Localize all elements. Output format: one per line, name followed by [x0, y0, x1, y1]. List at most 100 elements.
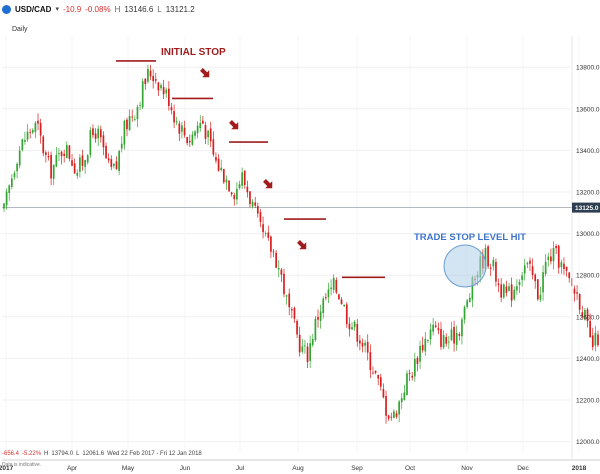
candle-body: [557, 245, 560, 268]
candle-body: [455, 332, 458, 345]
candle-body: [165, 89, 168, 94]
x-tick-label: Jul: [236, 465, 245, 472]
candle-body: [52, 164, 55, 179]
candle-body: [154, 79, 157, 81]
candle-body: [139, 105, 141, 106]
candle-body: [71, 160, 73, 166]
candle-body: [73, 163, 76, 174]
candle-body: [215, 157, 217, 161]
candle-body: [330, 287, 332, 290]
candle-body: [390, 416, 393, 418]
candle-body: [387, 415, 390, 419]
candle-body: [458, 334, 461, 336]
x-tick-label: Aug: [292, 465, 304, 472]
candle-body: [24, 140, 26, 142]
candle-body: [283, 273, 285, 295]
candle-body: [510, 284, 513, 301]
y-tick-label: 12000.0: [576, 439, 600, 446]
candle-body: [340, 299, 343, 305]
footer-change-percent: -5.22%: [22, 451, 42, 457]
grid-layer: [2, 36, 580, 452]
candle-body: [594, 332, 597, 346]
candle-body: [188, 140, 191, 143]
candle-body: [379, 377, 382, 387]
y-tick-label: 13400.0: [576, 148, 600, 155]
candle-body: [16, 163, 18, 172]
y-tick-label: 13600.0: [576, 106, 600, 113]
candle-body: [102, 135, 105, 148]
candle-body: [186, 136, 189, 144]
footer-range: Wed 22 Feb 2017 - Fri 12 Jan 2018: [107, 451, 202, 457]
candle-body: [356, 324, 359, 342]
candle-body: [353, 321, 356, 328]
arrow-icon: [297, 240, 307, 250]
candle-body: [249, 191, 251, 205]
candle-body: [492, 259, 495, 267]
candle-body: [99, 129, 102, 138]
y-tick-label: 13800.0: [576, 65, 600, 72]
candle-body: [591, 335, 594, 348]
high-value: 13146.6: [124, 4, 154, 14]
arrow-shape: [263, 179, 273, 189]
candle-body: [471, 277, 474, 300]
candle-body: [55, 155, 58, 167]
symbol-label[interactable]: USD/CAD: [15, 4, 52, 14]
candle-body: [521, 275, 523, 281]
candle-body: [484, 248, 487, 270]
candle-body: [309, 343, 312, 361]
candle-body: [547, 256, 550, 261]
candle-body: [377, 375, 380, 379]
chart-header: USD/CAD ▾ -10.9 -0.08% H 13146.6 L 13121…: [2, 2, 195, 16]
candle-body: [335, 279, 338, 293]
candle-body: [107, 158, 110, 161]
footer-high-label: H: [44, 451, 49, 457]
candle-body: [178, 123, 181, 134]
data-note: Data is indicative.: [2, 462, 42, 468]
candle-body: [385, 396, 387, 416]
candle-body: [118, 151, 120, 171]
candle-body: [568, 272, 571, 279]
candle-body: [319, 311, 322, 321]
candle-body: [550, 256, 552, 262]
current-price-label: 13125.0: [575, 205, 599, 212]
candle-body: [149, 70, 152, 77]
candle-body: [241, 172, 243, 186]
candle-body: [366, 341, 369, 353]
candles-layer: [3, 64, 599, 424]
y-tick-label: 12400.0: [576, 356, 600, 363]
candle-body: [552, 247, 555, 262]
candle-body: [429, 329, 432, 340]
candle-body: [288, 293, 291, 308]
current-price-tag: [572, 202, 600, 213]
candle-body: [516, 286, 518, 291]
candle-body: [437, 328, 440, 331]
candle-body: [13, 173, 16, 178]
footer-high: 13794.0: [51, 451, 74, 457]
candle-body: [539, 294, 542, 300]
candle-body: [584, 310, 586, 320]
candle-body: [468, 297, 471, 302]
candle-body: [86, 155, 89, 163]
candle-body: [311, 339, 314, 346]
candle-body: [440, 329, 442, 347]
candle-body: [162, 87, 165, 95]
candle-body: [421, 344, 424, 351]
candle-body: [442, 335, 445, 348]
y-tick-label: 12200.0: [576, 398, 600, 405]
footer-change: -656.4: [2, 451, 20, 457]
candle-body: [21, 139, 24, 150]
candle-body: [400, 398, 403, 403]
candle-body: [199, 123, 202, 129]
candle-body: [202, 120, 204, 124]
trade-stop-circle: [443, 244, 487, 288]
change-value: -10.9: [62, 4, 82, 14]
candle-body: [238, 184, 241, 188]
low-value: 13121.2: [165, 4, 195, 14]
candle-body: [262, 224, 264, 233]
chevron-down-icon[interactable]: ▾: [55, 6, 59, 13]
arrow-shape: [297, 240, 307, 250]
candle-body: [5, 191, 8, 206]
candle-body: [110, 159, 113, 167]
candle-body: [513, 289, 516, 300]
